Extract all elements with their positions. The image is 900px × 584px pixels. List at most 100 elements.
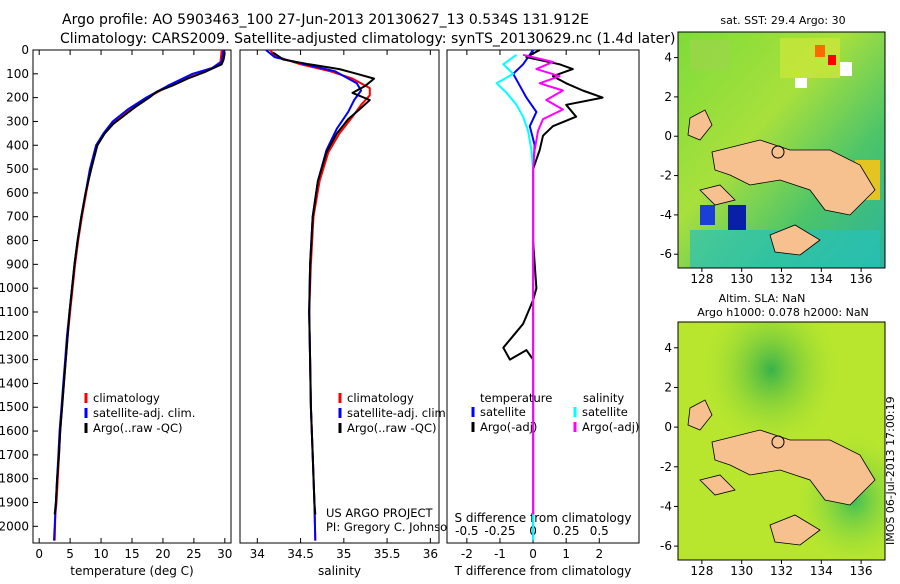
difference-salinity-legend-label: Argo(-adj) — [582, 420, 639, 434]
sst-map-ytick-label: 0 — [664, 129, 672, 143]
sla-map-xtick-label: 134 — [810, 564, 833, 578]
sst-map-patch — [690, 40, 730, 70]
difference-legend-heading-temperature: temperature — [480, 391, 552, 405]
sst-map-ytick-label: 4 — [664, 51, 672, 65]
sst-map-hot-pixel — [828, 55, 836, 65]
sst-map-cold-pixel — [728, 205, 746, 230]
difference-xtick-label: 2 — [595, 547, 603, 561]
sst-map-xtick-label: 128 — [690, 272, 713, 286]
temperature-ytick-label: 1800 — [0, 472, 29, 486]
difference-top-tick-label: 0.25 — [553, 524, 580, 538]
temperature-panel: 0 5 10 15 20 25 300100200300400500600700800900… — [0, 43, 232, 578]
sst-map — [677, 31, 886, 269]
temperature-ytick-label: 1500 — [0, 400, 29, 414]
difference-salinity-legend-label: satellite — [582, 405, 628, 419]
sla-map — [677, 321, 886, 561]
imos-watermark: IMOS 06-Jul-2013 17:00:19 — [884, 396, 897, 545]
temperature-series-2 — [53, 52, 226, 515]
difference-series-3 — [522, 53, 564, 515]
difference-top-tick-label: -0.25 — [484, 524, 515, 538]
sla-map-argo-marker — [771, 435, 785, 449]
sla-map-title: Altim. SLA: NaN — [719, 292, 806, 305]
temperature-ytick-label: 2000 — [0, 519, 29, 533]
sst-map-cloud-pixel — [840, 62, 852, 76]
header-title: Argo profile: AO 5903463_100 27-Jun-2013… — [62, 12, 589, 28]
temperature-ytick-label: 0 — [21, 43, 29, 57]
temperature-ytick-label: 800 — [6, 234, 29, 248]
salinity-legend-label: Argo(..raw -QC) — [347, 421, 437, 435]
sla-map-ytick-label: -6 — [660, 539, 672, 553]
temperature-plot-frame — [32, 49, 232, 544]
temperature-ytick-label: 600 — [6, 186, 29, 200]
sst-map-land-halmahera — [687, 109, 713, 141]
salinity-panel: 34 34.5 35 35.5 36 salinity climatologysatelli… — [239, 49, 455, 578]
sst-map-argo-marker — [771, 145, 785, 159]
sla-map-ytick-label: 2 — [664, 380, 672, 394]
salinity-xtick-label: 35.5 — [374, 547, 401, 561]
temperature-ytick-label: 1000 — [0, 281, 29, 295]
sla-map-xtick-label: 132 — [770, 564, 793, 578]
difference-xtick-label: -1 — [494, 547, 506, 561]
temperature-legend-label: climatology — [93, 391, 160, 405]
temperature-ytick-label: 200 — [6, 91, 29, 105]
sst-map-ytick-label: 2 — [664, 90, 672, 104]
temperature-ytick-label: 900 — [6, 257, 29, 271]
difference-temperature-legend-label: satellite — [480, 405, 526, 419]
sla-map-ytick-label: 0 — [664, 420, 672, 434]
difference-xtick-label: 0 — [529, 547, 537, 561]
salinity-xtick-label: 34 — [250, 547, 265, 561]
temperature-ytick-label: 1100 — [0, 305, 29, 319]
sla-map-land-halmahera — [687, 399, 713, 431]
temperature-xtick-label: 15 — [124, 547, 139, 561]
salinity-xtick-label: 35 — [336, 547, 351, 561]
difference-top-tick-label: 0.5 — [590, 524, 609, 538]
difference-plot-frame — [446, 49, 640, 544]
sst-map-ytick-label: -6 — [660, 247, 672, 261]
sla-map-subtitle: Argo h1000: 0.078 h2000: NaN — [697, 306, 869, 319]
salinity-series-2 — [272, 51, 376, 515]
difference-temperature-legend-label: Argo(-adj) — [480, 420, 537, 434]
salinity-xtick-label: 34.5 — [287, 547, 314, 561]
sst-map-ytick-label: -2 — [660, 169, 672, 183]
sst-map-title: sat. SST: 29.4 Argo: 30 — [720, 14, 845, 27]
sla-map-xtick-label: 130 — [730, 564, 753, 578]
temperature-xtick-label: 5 — [66, 547, 74, 561]
temperature-xtick-label: 20 — [155, 547, 170, 561]
map-axes: 128 130 132 134 136 4 2 0 -2 -4 -6 128 130 132 134 136 4… — [660, 51, 873, 578]
salinity-annotation-project: US ARGO PROJECT — [326, 506, 434, 520]
temperature-ytick-label: 1900 — [0, 496, 29, 510]
salinity-legend-label: climatology — [347, 391, 414, 405]
sst-map-cloud-pixel — [795, 78, 807, 88]
temperature-ytick-label: 1200 — [0, 329, 29, 343]
sst-map-xtick-label: 134 — [810, 272, 833, 286]
sst-map-cold-pixel — [700, 205, 715, 225]
salinity-xlabel: salinity — [318, 564, 361, 578]
difference-xlabel: T difference from climatology — [454, 564, 632, 578]
sst-map-hot-pixel — [815, 45, 825, 57]
temperature-xlabel: temperature (deg C) — [70, 564, 193, 578]
sla-map-xtick-label: 128 — [690, 564, 713, 578]
sst-map-xtick-label: 136 — [850, 272, 873, 286]
difference-xtick-label: 1 — [562, 547, 570, 561]
temperature-ytick-label: 1600 — [0, 424, 29, 438]
sla-map-ytick-label: -4 — [660, 499, 672, 513]
sla-map-land-newguinea — [711, 429, 876, 506]
temperature-ytick-label: 300 — [6, 114, 29, 128]
sla-map-ytick-label: 4 — [664, 341, 672, 355]
difference-xtick-label: -2 — [461, 547, 473, 561]
temperature-ytick-label: 1400 — [0, 376, 29, 390]
temperature-xtick-label: 25 — [186, 547, 201, 561]
temperature-legend-label: satellite-adj. clim. — [93, 406, 195, 420]
temperature-ytick-label: 100 — [6, 67, 29, 81]
sst-map-xtick-label: 132 — [770, 272, 793, 286]
header-subtitle: Climatology: CARS2009. Satellite-adjuste… — [60, 31, 675, 47]
temperature-ytick-label: 1700 — [0, 448, 29, 462]
sla-map-land-aru — [769, 514, 821, 546]
sla-map-land-island — [699, 474, 736, 496]
sst-map-land-island — [699, 184, 736, 206]
sst-map-land-newguinea — [711, 139, 876, 216]
sst-map-xtick-label: 130 — [730, 272, 753, 286]
temperature-xtick-label: 10 — [93, 547, 108, 561]
temperature-xtick-label: 0 — [35, 547, 43, 561]
